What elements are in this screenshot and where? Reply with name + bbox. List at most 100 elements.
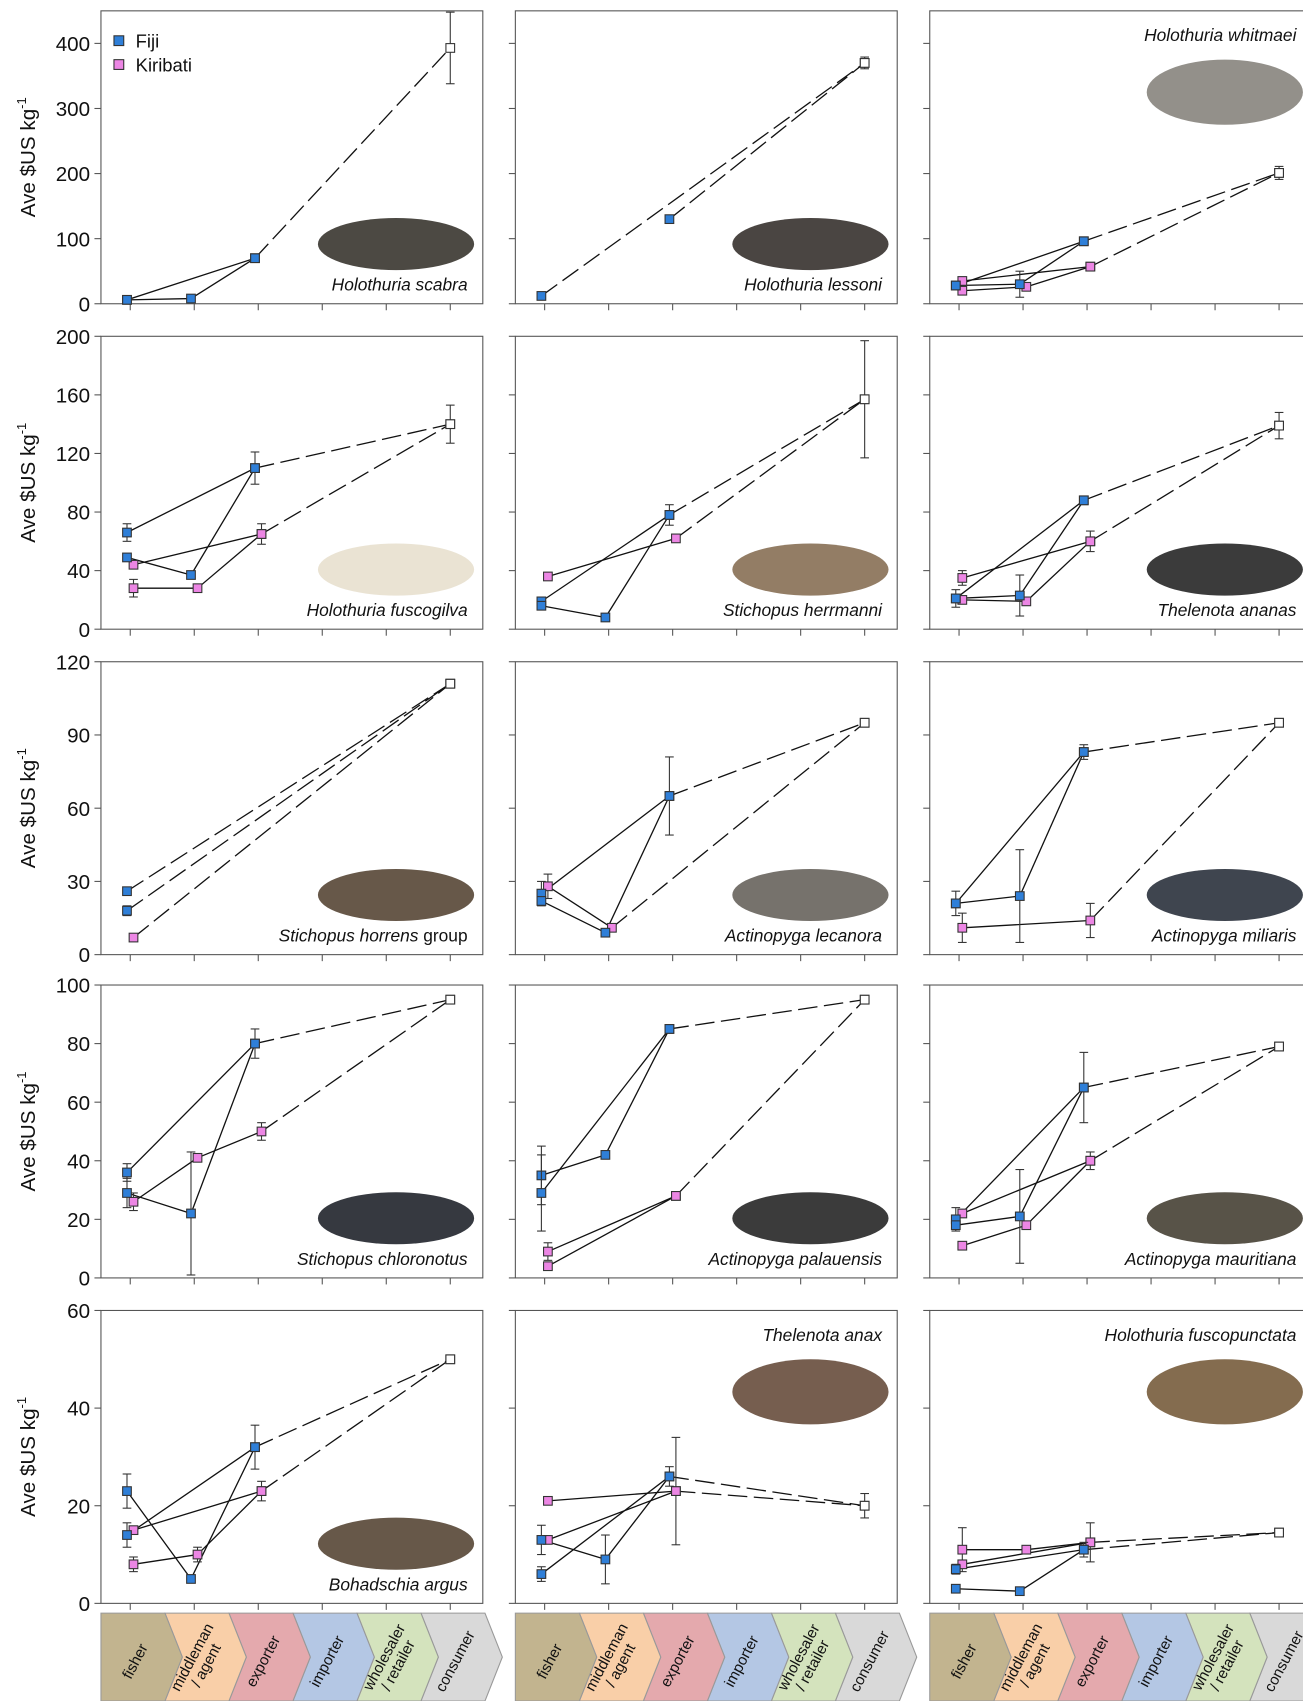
species-suffix: group [418,926,467,946]
panel-frame [514,984,898,1279]
y-label-sup: -1 [14,748,29,760]
price-marker [536,896,547,906]
y-axis-label: Ave $US kg-1 [14,97,40,217]
price-marker [671,1486,681,1496]
price-marker [543,1246,553,1257]
chain-segment [547,885,613,929]
price-marker [1078,236,1089,247]
chain-segment [962,540,1091,579]
species-title: Thelenota ananas [1158,600,1297,620]
chain-segment [1083,1531,1280,1551]
chain-segment [604,795,670,933]
y-label-text: Ave $US kg [17,760,40,868]
specimen-image [317,1192,475,1245]
species-name: Holothuria fuscogilva [307,600,468,620]
price-marker [122,886,132,897]
chain-segment [541,1154,606,1177]
price-marker [250,253,260,264]
chain-segment [541,900,606,934]
y-label-sup: -1 [14,1071,29,1083]
chain-segment [962,599,1027,603]
chain-segment [1025,1160,1091,1226]
chain-segment [1019,1549,1085,1592]
panel-frame [929,1309,1303,1604]
chain-segment [955,1588,1020,1592]
panel-frame [929,10,1303,305]
specimen-image [732,218,889,271]
y-label-text: Ave $US kg [17,1083,40,1191]
species-name: Holothuria scabra [332,275,468,295]
price-marker [1021,1220,1032,1231]
price-marker [192,1549,203,1560]
chain-segment [1025,540,1091,602]
chain-segment [1083,172,1280,242]
species-title: Holothuria fuscopunctata [1105,1325,1297,1345]
chain-segment [133,533,262,566]
price-marker [859,994,870,1005]
y-axis-label: Ave $US kg-1 [14,423,40,543]
chain-segment [126,683,451,912]
chain-segment [668,62,866,220]
species-title: Holothuria scabra [332,275,468,295]
y-tick-label: 40 [67,560,90,583]
chain-segment [669,1475,865,1507]
price-marker [950,1220,961,1231]
y-tick-label: 60 [67,1092,90,1115]
chain-segment [955,240,1085,287]
price-marker [128,559,139,570]
chain-segment [1019,240,1085,285]
price-marker [1274,717,1284,728]
y-tick-label: 100 [56,975,90,998]
price-marker [536,1188,547,1198]
price-marker [128,1559,139,1570]
price-marker [536,291,547,301]
price-marker [671,533,681,544]
price-marker [1014,279,1025,290]
chain-segment [547,537,677,578]
chain-segment [197,533,262,589]
chain-segment [133,1157,198,1203]
chain-segment [254,47,451,259]
panel-frame [929,335,1303,630]
chain-segment [126,1043,256,1173]
y-tick-label: 20 [67,1495,90,1518]
price-marker [950,1583,961,1594]
legend-label: Kiribati [136,55,192,76]
y-tick-label: 120 [56,651,90,674]
panel-frame [929,984,1303,1279]
price-marker [859,1500,870,1511]
chain-segment [261,1358,451,1492]
chain-segment [1019,751,1085,897]
price-marker [1014,891,1025,901]
y-axis-label: Ave $US kg-1 [14,1397,40,1517]
price-marker [128,932,139,943]
chain-segment [669,722,865,797]
price-marker [186,293,196,304]
specimen-image [1146,543,1303,596]
price-marker [543,1495,553,1506]
price-marker [664,791,675,801]
price-marker [543,881,553,892]
species-name: Actinopyga lecanora [724,926,883,946]
price-marker [128,1196,139,1207]
price-marker [1085,536,1096,547]
species-name: Actinopyga mauritiana [1124,1249,1297,1269]
price-marker [957,285,968,296]
price-marker [250,1442,260,1453]
species-name: Stichopus horrens [279,926,419,946]
price-marker [445,43,456,53]
chain-segment [1083,425,1280,501]
price-marker [664,1471,675,1482]
price-marker [445,994,456,1005]
panel-frame [514,1309,898,1604]
panel-frame [100,335,484,630]
specimen-image [317,1517,475,1570]
specimen-image [317,218,475,271]
chain-segment [541,62,866,297]
legend-swatch [113,59,125,70]
price-marker [256,529,267,539]
chain-segment [1089,722,1280,921]
chain-segment [1083,722,1280,753]
species-title: Bohadschia argus [329,1574,468,1594]
price-marker [1078,495,1089,506]
